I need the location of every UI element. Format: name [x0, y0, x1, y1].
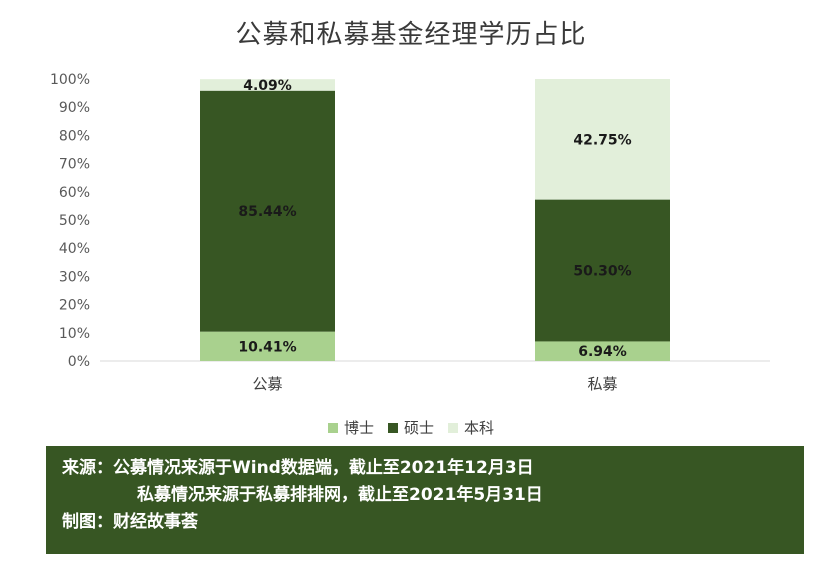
legend-item-doctor: 博士 — [327, 417, 374, 438]
y-tick-label: 20% — [59, 298, 90, 314]
bar-segment — [200, 90, 335, 332]
bar-segment — [535, 199, 670, 342]
bar-segment — [200, 79, 335, 91]
y-tick-label: 90% — [59, 100, 90, 116]
y-tick-label: 30% — [59, 269, 90, 285]
data-label: 85.44% — [238, 204, 296, 220]
x-tick-label: 私募 — [587, 375, 617, 393]
data-label: 4.09% — [243, 78, 292, 94]
x-tick-label: 公募 — [252, 375, 282, 393]
y-tick-label: 60% — [59, 185, 90, 201]
data-label: 42.75% — [573, 132, 631, 148]
bar-segment — [200, 331, 335, 361]
legend-swatch-bachelor — [448, 422, 458, 433]
y-tick-label: 10% — [59, 326, 90, 342]
y-tick-label: 50% — [59, 213, 90, 229]
legend-swatch-doctor — [327, 422, 338, 433]
chart-legend: 博士 硕士 本科 — [0, 417, 822, 438]
legend-label-doctor: 博士 — [343, 419, 374, 437]
stacked-bar-chart: 0% 10% 20% 30% 40% 50% 60% 70% 80% 90% 100% 10.41% 8… — [50, 72, 770, 393]
data-label: 6.94% — [578, 344, 627, 360]
chart-title: 公募和私募基金经理学历占比 — [235, 20, 587, 50]
legend-item-master: 硕士 — [387, 417, 434, 438]
source-note-box: 来源：公募情况来源于Wind数据端，截止至2021年12月3日 私募情况来源于私… — [46, 446, 804, 554]
bar-segment — [535, 79, 670, 200]
y-tick-label: 80% — [59, 128, 90, 144]
data-label: 50.30% — [573, 264, 631, 280]
source-line-public: 来源：公募情况来源于Wind数据端，截止至2021年12月3日 — [62, 458, 534, 478]
bar-segment — [535, 341, 670, 361]
credit-line: 制图：财经故事荟 — [62, 512, 198, 532]
y-tick-label: 0% — [68, 354, 90, 370]
legend-item-bachelor: 本科 — [448, 417, 494, 438]
data-label: 10.41% — [238, 339, 296, 355]
y-tick-label: 100% — [50, 72, 90, 88]
legend-label-master: 硕士 — [403, 419, 434, 437]
y-tick-label: 70% — [59, 157, 90, 173]
source-line-private: 私募情况来源于私募排排网，截止至2021年5月31日 — [137, 485, 543, 505]
legend-swatch-master — [387, 422, 398, 433]
legend-label-bachelor: 本科 — [464, 419, 495, 437]
y-tick-label: 40% — [59, 241, 90, 257]
